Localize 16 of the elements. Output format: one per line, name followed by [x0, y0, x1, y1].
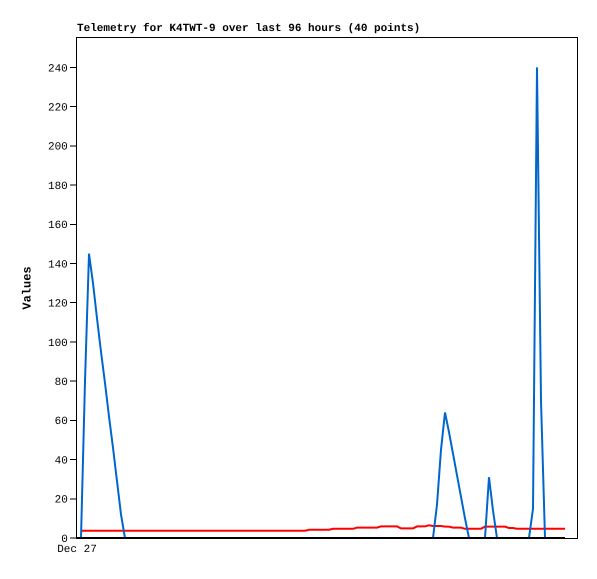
y-tick-label: 140 [48, 259, 68, 272]
x-tick-label: Dec 27 [57, 544, 97, 556]
y-tick-label: 180 [48, 180, 68, 193]
y-tick-label: 100 [48, 338, 68, 350]
y-tick-label: 80 [54, 376, 68, 389]
y-axis-title: Values [20, 266, 34, 310]
y-tick-label: 0 [61, 534, 68, 546]
y-tick-label: 200 [48, 142, 68, 154]
y-tick-label: 40 [54, 455, 68, 468]
y-tick-label: 20 [54, 494, 68, 507]
y-tick-label: 160 [48, 220, 68, 232]
y-tick-label: 60 [54, 416, 68, 428]
y-tick-label: 220 [48, 102, 68, 114]
y-tick-label: 240 [48, 63, 68, 76]
y-tick-label: 120 [48, 298, 68, 311]
chart-title: Telemetry for K4TWT-9 over last 96 hours (40 points) [77, 22, 420, 35]
